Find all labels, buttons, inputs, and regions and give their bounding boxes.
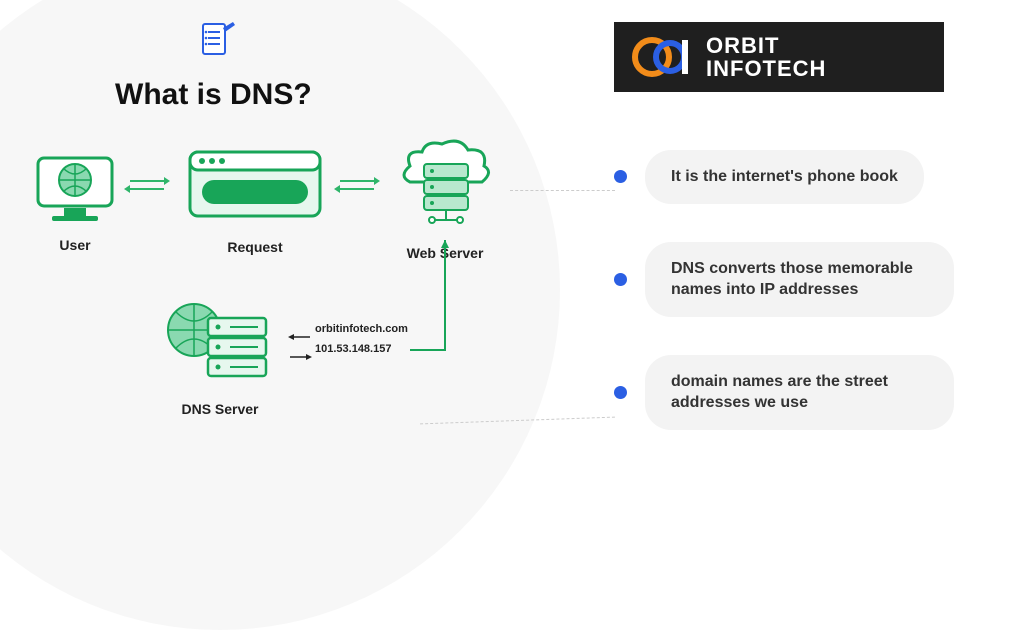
logo-text-line2: INFOTECH (706, 57, 826, 80)
node-request-label: Request (180, 239, 330, 255)
dns-ip-text: 101.53.148.157 (315, 343, 391, 355)
node-user: User (30, 150, 120, 253)
bullet-item: domain names are the street addresses we… (614, 355, 954, 430)
bullet-dot-icon (614, 170, 627, 183)
bullet-dot-icon (614, 386, 627, 399)
brand-logo: ORBIT INFOTECH (614, 22, 944, 92)
arrow-icon (130, 180, 164, 182)
node-request: Request (180, 146, 330, 255)
logo-text-line1: ORBIT (706, 34, 826, 57)
arrow-icon (340, 180, 374, 182)
bullet-item: DNS converts those memorable names into … (614, 242, 954, 317)
bullet-text: DNS converts those memorable names into … (645, 242, 954, 317)
bullet-text: domain names are the street addresses we… (645, 355, 954, 430)
page-title: What is DNS? (115, 78, 312, 112)
node-user-label: User (30, 237, 120, 253)
bullet-dot-icon (614, 273, 627, 286)
bullet-list: It is the internet's phone book DNS conv… (614, 150, 954, 430)
bullet-text: It is the internet's phone book (645, 150, 924, 204)
logo-icon (632, 32, 696, 82)
node-dnsserver-label: DNS Server (160, 401, 280, 417)
connector-line-icon (510, 190, 615, 191)
document-edit-icon (195, 20, 241, 71)
connector-line-icon (410, 240, 470, 370)
node-dnsserver: DNS Server (160, 300, 280, 417)
bullet-item: It is the internet's phone book (614, 150, 954, 204)
arrow-icon (340, 188, 374, 190)
arrow-icon (130, 188, 164, 190)
dns-domain-text: orbitinfotech.com (315, 323, 408, 335)
